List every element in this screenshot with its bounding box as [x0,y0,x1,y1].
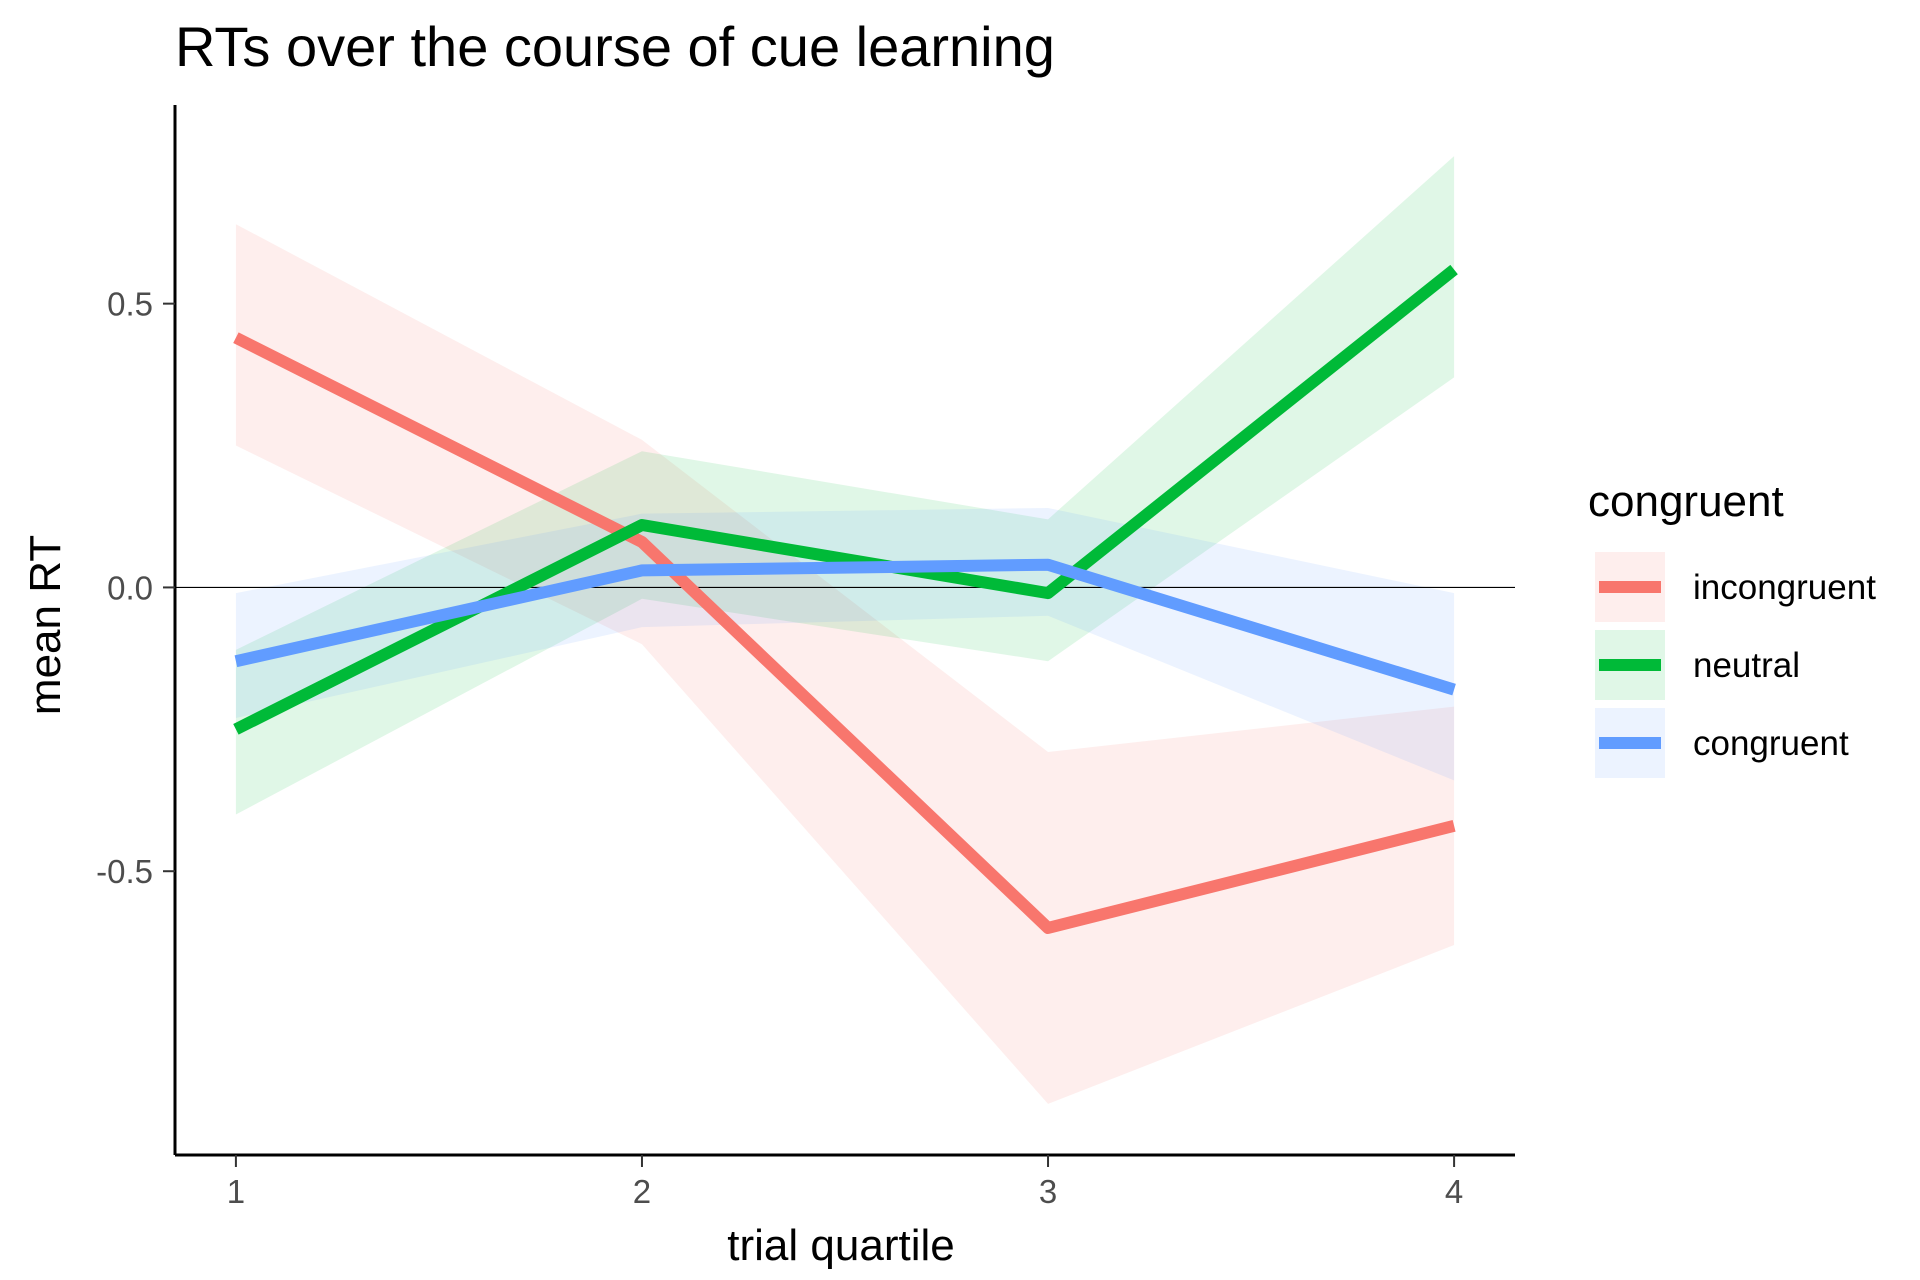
series-lines [233,264,1458,934]
y-tick-label-2: 0.5 [107,286,153,323]
y-axis-title: mean RT [21,535,70,715]
x-axis-title: trial quartile [727,1221,954,1270]
x-tick-label-1: 1 [227,1173,245,1210]
band-incongruent [235,224,1455,1104]
legend: congruent incongruent neutral congruent [1588,477,1876,778]
legend-label-incongruent: incongruent [1693,568,1876,607]
legend-title: congruent [1588,477,1784,526]
line-neutral [233,264,1458,735]
y-tick-label-0: -0.5 [96,853,153,890]
legend-label-congruent: congruent [1693,724,1849,763]
plot-area [175,156,1515,1104]
chart-title: RTs over the course of cue learning [175,15,1055,78]
x-axis-ticks: 1 2 3 4 [227,1155,1463,1210]
x-tick-label-3: 3 [1039,1173,1057,1210]
x-tick-label-4: 4 [1445,1173,1463,1210]
y-axis-ticks: -0.5 0.0 0.5 [96,286,175,890]
line-congruent [234,558,1456,696]
legend-label-neutral: neutral [1693,646,1800,685]
band-neutral [235,156,1455,815]
x-tick-label-2: 2 [633,1173,651,1210]
line-incongruent [233,332,1456,934]
y-tick-label-1: 0.0 [107,569,153,606]
legend-items: incongruent neutral congruent [1595,552,1876,778]
